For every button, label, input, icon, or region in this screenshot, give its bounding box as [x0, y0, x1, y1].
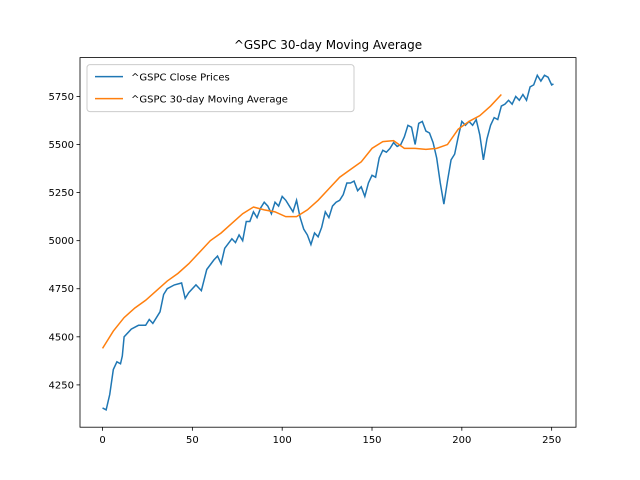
y-tick-label: 4250 — [49, 380, 74, 391]
x-tick-label: 250 — [542, 435, 561, 446]
legend-label: ^GSPC 30-day Moving Average — [131, 95, 288, 106]
x-tick-label: 100 — [273, 435, 292, 446]
legend-label: ^GSPC Close Prices — [131, 73, 230, 84]
y-tick-label: 5000 — [49, 236, 74, 247]
y-tick-label: 5750 — [49, 92, 74, 103]
x-tick-label: 0 — [99, 435, 105, 446]
series-line — [101, 94, 502, 349]
y-tick-label: 4500 — [49, 332, 74, 343]
chart-title: ^GSPC 30-day Moving Average — [234, 38, 422, 52]
series-line — [102, 73, 554, 412]
x-tick-label: 50 — [186, 435, 199, 446]
plot-frame — [79, 57, 577, 428]
y-tick-label: 5250 — [49, 188, 74, 199]
y-tick-label: 4750 — [49, 284, 74, 295]
legend-box — [86, 64, 355, 113]
x-tick-label: 200 — [452, 435, 471, 446]
y-tick-label: 5500 — [49, 140, 74, 151]
x-tick-label: 150 — [362, 435, 381, 446]
